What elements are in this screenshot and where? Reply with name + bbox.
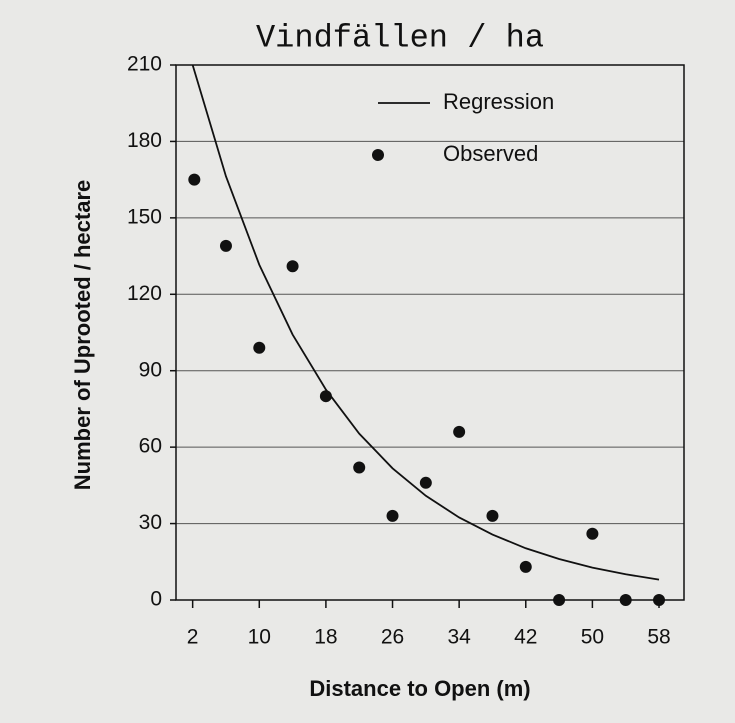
- observed-point: [619, 594, 632, 606]
- x-tick-label: 18: [314, 626, 337, 649]
- x-tick-label: 42: [514, 626, 537, 649]
- x-tick-label: 50: [581, 626, 604, 649]
- observed-point: [386, 509, 399, 522]
- observed-point: [486, 509, 499, 522]
- y-tick-label: 120: [127, 282, 162, 305]
- observed-point: [586, 527, 599, 540]
- x-axis-label: Distance to Open (m): [309, 676, 530, 701]
- observed-point: [219, 239, 232, 252]
- x-tick-label: 2: [187, 626, 199, 649]
- chart-title: Vindfällen / ha: [256, 19, 544, 56]
- legend-dot: [372, 149, 384, 161]
- y-tick-label: 0: [150, 588, 162, 611]
- observed-point: [553, 594, 566, 606]
- observed-point: [653, 594, 666, 606]
- y-axis-label: Number of Uprooted / hectare: [70, 180, 95, 490]
- legend-label: Regression: [443, 89, 554, 114]
- observed-point: [188, 173, 201, 186]
- regression-line: [191, 64, 660, 581]
- observed-point: [286, 260, 299, 273]
- observed-point: [319, 390, 332, 403]
- x-tick-label: 26: [381, 626, 404, 649]
- legend-label: Observed: [443, 141, 538, 166]
- y-tick-label: 60: [139, 435, 162, 458]
- y-tick-label: 210: [127, 53, 162, 76]
- plot-frame: [175, 64, 685, 601]
- observed-point: [419, 476, 432, 489]
- x-tick-label: 34: [447, 626, 471, 649]
- x-tick-label: 10: [248, 626, 271, 649]
- observed-point: [519, 560, 532, 573]
- y-tick-label: 150: [127, 205, 162, 228]
- observed-point: [453, 425, 466, 438]
- y-tick-label: 180: [127, 129, 162, 152]
- y-tick-label: 90: [139, 358, 162, 381]
- observed-point: [253, 341, 266, 354]
- x-tick-label: 58: [647, 626, 670, 649]
- y-tick-label: 30: [139, 511, 162, 534]
- observed-point: [353, 461, 366, 474]
